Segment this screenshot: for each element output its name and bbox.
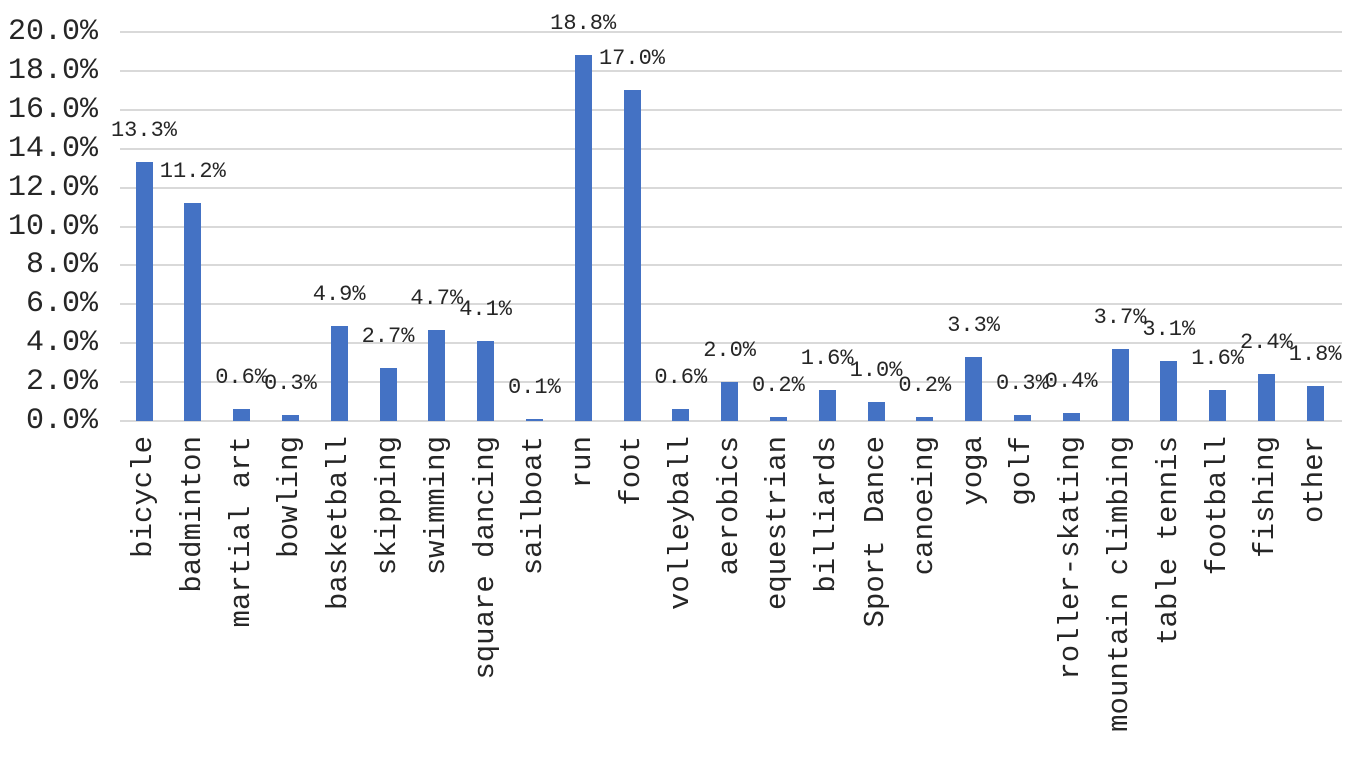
- bar: [965, 357, 983, 421]
- bar: [916, 417, 934, 421]
- category-label: mountain climbing: [1103, 436, 1136, 732]
- bar: [1111, 349, 1129, 421]
- bar-value-label: 0.2%: [898, 373, 952, 398]
- bar-value-label: 0.2%: [751, 373, 805, 398]
- bar: [623, 90, 641, 421]
- category-label: bicycle: [127, 436, 160, 558]
- bar-value-label: 1.6%: [1191, 346, 1244, 371]
- bar: [477, 341, 495, 421]
- bar: [525, 419, 543, 421]
- category-label: golf: [1005, 436, 1039, 506]
- bar-value-label: 2.7%: [361, 324, 415, 349]
- bar-value-label: 0.4%: [1044, 369, 1098, 394]
- y-tick-label: 18.0%: [7, 53, 98, 88]
- y-tick-label: 14.0%: [7, 131, 98, 166]
- category-label: bowling: [273, 436, 307, 558]
- gridline: [120, 342, 1342, 345]
- category-label: martial art: [224, 436, 258, 628]
- y-tick-label: 8.0%: [25, 248, 98, 283]
- category-label: skipping: [371, 436, 404, 576]
- gridline: [120, 420, 1342, 422]
- bar: [135, 162, 153, 421]
- bar: [672, 409, 690, 421]
- y-tick-label: 6.0%: [25, 287, 98, 322]
- category-label: Sport Dance: [859, 436, 892, 628]
- bar: [281, 415, 299, 421]
- bar-value-label: 17.0%: [598, 46, 665, 71]
- category-label: badminton: [175, 436, 209, 593]
- category-label: table tennis: [1151, 436, 1185, 645]
- y-tick-label: 0.0%: [25, 404, 98, 438]
- category-label: basketball: [322, 436, 356, 611]
- bar-value-label: 4.9%: [312, 282, 366, 307]
- bar: [721, 382, 739, 421]
- bar: [769, 417, 787, 421]
- bar-value-label: 2.4%: [1239, 330, 1293, 355]
- bar: [184, 203, 202, 421]
- gridline: [120, 225, 1342, 228]
- y-tick-label: 16.0%: [7, 92, 98, 127]
- y-tick-label: 20.0%: [7, 15, 98, 49]
- category-label: yoga: [956, 436, 990, 506]
- bar: [867, 402, 885, 421]
- bar: [1062, 413, 1080, 421]
- gridline: [120, 31, 1342, 33]
- y-tick-label: 10.0%: [7, 209, 98, 244]
- bar-value-label: 0.6%: [654, 365, 708, 390]
- bar: [574, 55, 592, 421]
- bar: [379, 368, 397, 421]
- y-tick-label: 12.0%: [7, 170, 98, 205]
- bar: [1257, 374, 1275, 421]
- bar-value-label: 18.8%: [550, 11, 617, 36]
- category-label: volleyball: [663, 436, 697, 611]
- bar: [1013, 415, 1031, 421]
- gridline: [120, 108, 1342, 111]
- gridline: [120, 186, 1342, 189]
- bar-value-label: 13.3%: [110, 118, 177, 143]
- bar-value-label: 1.0%: [849, 358, 903, 383]
- bar: [233, 409, 251, 421]
- bar-value-label: 11.2%: [159, 159, 226, 184]
- y-tick-label: 4.0%: [25, 326, 98, 361]
- category-label: fishing: [1249, 436, 1283, 558]
- bar-value-label: 3.7%: [1093, 305, 1147, 330]
- bar-value-label: 2.0%: [703, 338, 756, 363]
- category-label: foot: [615, 436, 648, 506]
- bar: [818, 390, 836, 421]
- gridline: [120, 69, 1342, 72]
- bar-value-label: 3.1%: [1142, 317, 1196, 342]
- category-label: run: [566, 436, 600, 489]
- category-label: roller-skating: [1054, 436, 1088, 680]
- bar-value-label: 0.3%: [263, 371, 317, 396]
- gridline: [120, 264, 1342, 267]
- bar-value-label: 3.3%: [947, 313, 1000, 338]
- bar-value-label: 4.1%: [459, 297, 512, 322]
- category-label: sailboat: [517, 436, 551, 576]
- bar-value-label: 0.3%: [995, 371, 1049, 396]
- category-label: swimming: [419, 436, 453, 576]
- bar-value-label: 1.8%: [1288, 342, 1342, 367]
- bar-value-label: 0.1%: [507, 375, 561, 400]
- bar: [1209, 390, 1227, 421]
- category-label: equestrian: [761, 436, 795, 611]
- category-label: other: [1298, 436, 1332, 524]
- bar: [330, 326, 348, 421]
- y-tick-label: 2.0%: [25, 365, 98, 400]
- gridline: [120, 147, 1342, 150]
- bar: [1160, 361, 1178, 421]
- category-label: aerobics: [712, 436, 746, 576]
- category-label: canoeing: [907, 436, 941, 576]
- category-label: football: [1200, 436, 1234, 576]
- bar-value-label: 1.6%: [800, 346, 854, 371]
- gridline: [120, 303, 1342, 306]
- bar-value-label: 0.6%: [215, 365, 268, 390]
- category-label: square dancing: [468, 436, 502, 680]
- bar-value-label: 4.7%: [410, 286, 464, 311]
- bar: [428, 330, 446, 421]
- category-label: billiards: [810, 436, 844, 593]
- bar: [1306, 386, 1324, 421]
